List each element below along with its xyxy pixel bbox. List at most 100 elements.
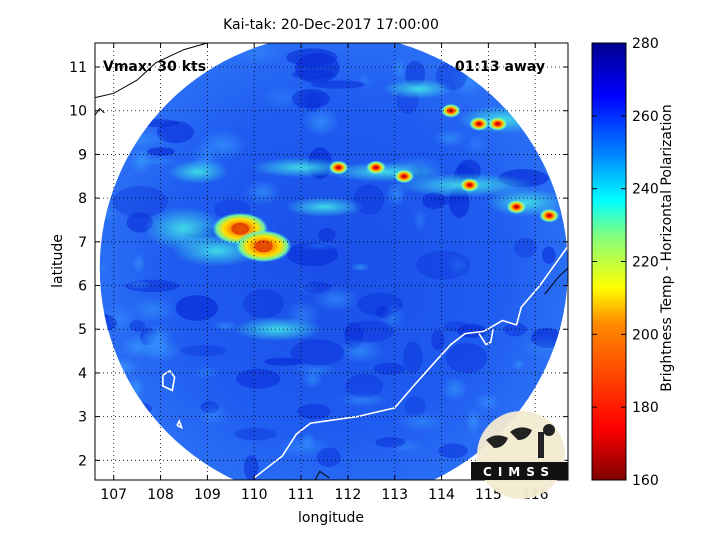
colorbar-tick-label: 260 — [632, 109, 659, 125]
logo-tower-icon — [538, 432, 544, 458]
y-tick-label: 4 — [78, 366, 87, 382]
texture-patch — [464, 407, 482, 436]
y-tick-label: 6 — [78, 279, 87, 295]
texture-patch — [234, 428, 277, 441]
cold-cores — [212, 103, 560, 263]
rainband — [284, 196, 365, 217]
texture-patch — [412, 206, 427, 234]
texture-patch — [443, 321, 469, 333]
texture-patch — [275, 436, 331, 458]
coastline — [176, 418, 183, 430]
texture-patch — [147, 147, 175, 156]
texture-patch — [291, 363, 339, 378]
y-tick-label: 11 — [69, 60, 87, 76]
texture-patch — [244, 455, 259, 480]
texture-patch — [297, 240, 339, 252]
colorbar-label: Brightness Temp - Horizontal Polarizatio… — [659, 104, 675, 392]
texture-patch — [391, 58, 408, 82]
x-tick-label: 109 — [194, 487, 221, 503]
y-tick-label: 7 — [78, 235, 87, 251]
texture-patch — [345, 373, 384, 398]
texture-patch — [338, 392, 388, 408]
texture-patch — [373, 362, 406, 375]
texture-patch — [244, 179, 282, 206]
plot-frame — [94, 42, 569, 481]
y-tick-label: 10 — [69, 104, 87, 120]
x-tick-label: 107 — [100, 487, 127, 503]
coastline-outside — [95, 43, 568, 480]
rainband — [232, 317, 323, 342]
texture-patch — [297, 403, 331, 420]
coastline-outside-segment — [95, 107, 105, 116]
colorbar-tick-label: 160 — [632, 473, 659, 489]
cold-core-center — [231, 222, 250, 235]
texture-patch — [404, 395, 426, 417]
x-axis-label: longitude — [298, 510, 364, 526]
x-tick-label: 108 — [147, 487, 174, 503]
y-tick-label: 8 — [78, 191, 87, 207]
x-tick-label: 114 — [428, 487, 455, 503]
texture-patch — [103, 302, 136, 335]
colorbar-tick-label: 180 — [632, 400, 659, 416]
texture-patch — [112, 185, 168, 218]
texture-patch — [465, 134, 488, 155]
coastline — [253, 245, 568, 479]
colorbar-tick-label: 200 — [632, 327, 659, 343]
coastline-outside-segment — [314, 470, 330, 480]
texture-patch — [310, 80, 366, 89]
colorbar-ticks: 160 180 200 220 240 260 280 — [592, 36, 659, 489]
logo-tank-icon — [543, 424, 555, 436]
texture-patch — [542, 246, 556, 264]
texture-patch — [301, 370, 324, 389]
texture-patch — [123, 279, 153, 290]
texture-patch — [129, 296, 178, 323]
cold-core — [469, 116, 490, 131]
cold-core — [394, 169, 415, 184]
logo-text: CIMSS — [483, 465, 555, 479]
texture-patch — [446, 254, 470, 276]
x-tick-label: 113 — [381, 487, 408, 503]
x-tick-label: 111 — [288, 487, 315, 503]
texture-patch — [375, 436, 406, 448]
texture-patch — [397, 411, 447, 432]
cold-core — [459, 178, 480, 193]
colorbar-tick-label: 220 — [632, 255, 659, 271]
texture-patch — [99, 263, 112, 272]
cold-core — [365, 160, 386, 175]
texture-patch — [350, 262, 370, 272]
texture-patch — [432, 128, 468, 148]
texture-patch — [416, 250, 471, 280]
y-tick-label: 3 — [78, 410, 87, 426]
texture-patch — [290, 339, 345, 366]
texture-patch — [141, 337, 182, 363]
coastline — [162, 369, 176, 392]
texture-patch — [312, 286, 360, 313]
cold-core — [328, 160, 349, 175]
y-tick-label: 5 — [78, 322, 87, 338]
grid-lines — [95, 43, 568, 480]
coastline-outside-segment — [95, 43, 208, 99]
cimss-logo: CIMSS — [471, 411, 568, 499]
texture-patch — [431, 330, 445, 351]
texture-patch — [403, 341, 423, 374]
cold-core — [487, 116, 508, 131]
texture-patch — [236, 368, 281, 389]
texture-patch — [191, 365, 221, 380]
texture-patch — [438, 443, 468, 459]
x-ticks: 107108109110111112113114115116 — [100, 43, 549, 503]
texture-patch — [175, 295, 218, 321]
time-offset-annotation: 01:13 away — [455, 59, 545, 75]
colorbar-tick-label: 240 — [632, 182, 659, 198]
x-tick-label: 112 — [335, 487, 362, 503]
texture-patch — [318, 228, 336, 242]
plot-area — [95, 43, 568, 480]
logo-sun — [477, 411, 565, 499]
y-ticks: 2 3 4 5 6 7 8 9 10 11 — [69, 60, 568, 469]
x-tick-label: 115 — [475, 487, 502, 503]
texture-patch — [302, 106, 340, 137]
cold-core — [506, 199, 527, 214]
rainband — [383, 78, 454, 99]
texture-patch — [129, 320, 146, 332]
swath — [99, 43, 568, 480]
texture-patch — [344, 320, 395, 343]
